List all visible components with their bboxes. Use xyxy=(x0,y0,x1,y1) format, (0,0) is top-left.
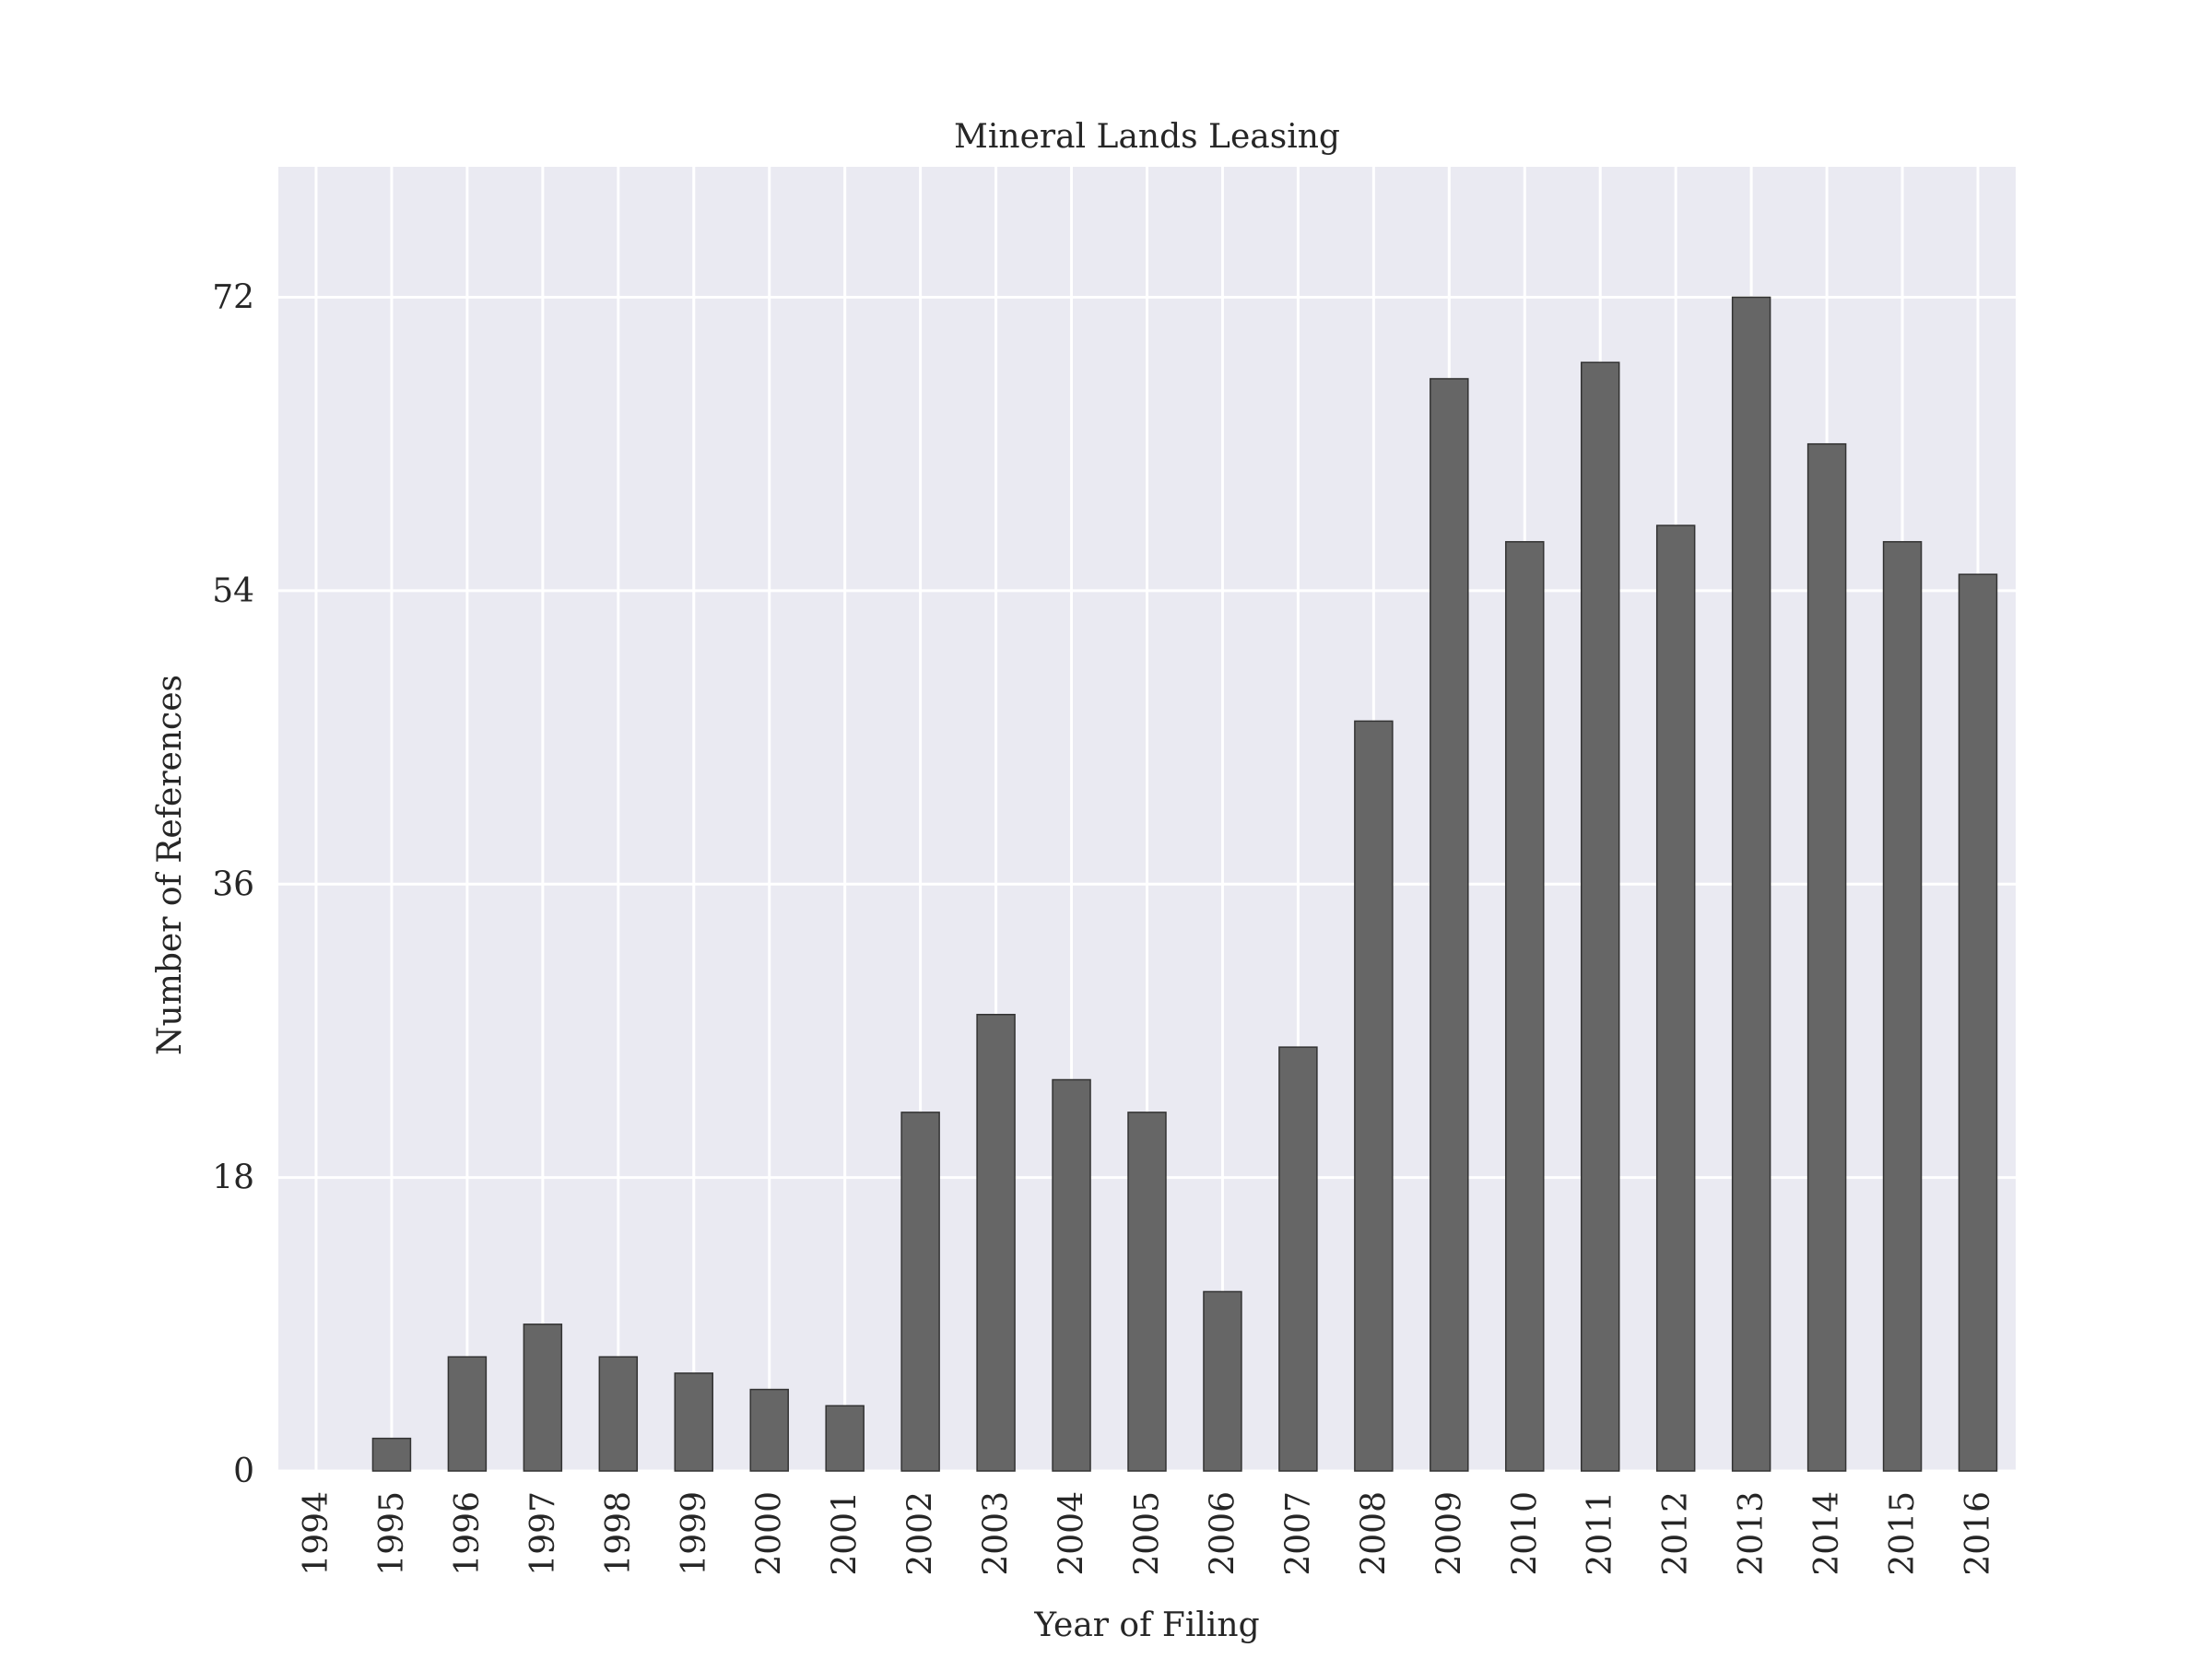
x-tick-label: 2004 xyxy=(1053,1491,1091,1576)
x-tick-label: 1998 xyxy=(600,1491,638,1576)
y-tick-label: 72 xyxy=(212,279,254,317)
x-tick-label: 2007 xyxy=(1279,1491,1317,1576)
bar-2014 xyxy=(1806,442,1847,1472)
bar-2002 xyxy=(900,1112,940,1472)
x-tick-label: 2005 xyxy=(1129,1491,1167,1576)
bar-2010 xyxy=(1505,541,1545,1472)
bar-2006 xyxy=(1203,1290,1242,1472)
bar-2016 xyxy=(1958,573,1998,1472)
x-tick-label: 2015 xyxy=(1884,1491,1922,1576)
x-tick-label: 2000 xyxy=(751,1491,789,1576)
bars xyxy=(371,296,1998,1472)
bar-2001 xyxy=(825,1405,865,1472)
bar-2007 xyxy=(1278,1046,1318,1472)
x-tick-label: 2016 xyxy=(1959,1491,1997,1576)
y-tick-labels: 0 18 36 54 72 xyxy=(212,279,254,1491)
bar-1996 xyxy=(447,1356,488,1472)
bar-1997 xyxy=(523,1324,563,1472)
x-tick-label: 2003 xyxy=(978,1491,1016,1576)
x-tick-label: 1997 xyxy=(524,1491,562,1576)
x-tick-label: 1995 xyxy=(373,1491,411,1576)
x-tick-labels: 1994 1995 1996 1997 1998 1999 2000 2001 2002 2003… xyxy=(298,1491,1997,1576)
bar-2000 xyxy=(749,1388,789,1472)
bar-2004 xyxy=(1052,1078,1091,1472)
x-tick-label: 2008 xyxy=(1355,1491,1393,1576)
bar-2012 xyxy=(1655,524,1696,1472)
bar-2005 xyxy=(1127,1112,1167,1472)
y-tick-label: 54 xyxy=(212,572,254,610)
bar-2015 xyxy=(1882,541,1923,1472)
x-tick-label: 2011 xyxy=(1582,1491,1619,1576)
bar-2009 xyxy=(1430,378,1469,1472)
bar-1995 xyxy=(371,1437,412,1472)
bar-2008 xyxy=(1354,720,1394,1472)
bar-2003 xyxy=(976,1014,1016,1472)
x-tick-label: 1996 xyxy=(449,1491,487,1576)
y-tick-label: 0 xyxy=(233,1453,254,1490)
x-tick-label: 2013 xyxy=(1733,1491,1771,1576)
x-tick-label: 2006 xyxy=(1204,1491,1241,1576)
bar-2011 xyxy=(1581,361,1620,1472)
bar-2013 xyxy=(1731,296,1771,1472)
x-tick-label: 1994 xyxy=(298,1491,335,1576)
chart-title: Mineral Lands Leasing xyxy=(954,118,1340,156)
x-tick-label: 2012 xyxy=(1657,1491,1695,1576)
y-tick-label: 36 xyxy=(212,865,254,903)
y-axis-label: Number of References xyxy=(151,675,189,1055)
x-tick-label: 2001 xyxy=(827,1491,865,1576)
bar-1999 xyxy=(674,1372,713,1472)
bar-1998 xyxy=(598,1356,639,1472)
x-tick-label: 2002 xyxy=(902,1491,940,1576)
x-tick-label: 2009 xyxy=(1430,1491,1468,1576)
y-tick-label: 18 xyxy=(212,1159,254,1197)
x-tick-label: 2010 xyxy=(1506,1491,1544,1576)
x-tick-label: 2014 xyxy=(1808,1491,1846,1576)
x-tick-label: 1999 xyxy=(676,1491,713,1576)
x-axis-label: Year of Filing xyxy=(1033,1606,1259,1644)
